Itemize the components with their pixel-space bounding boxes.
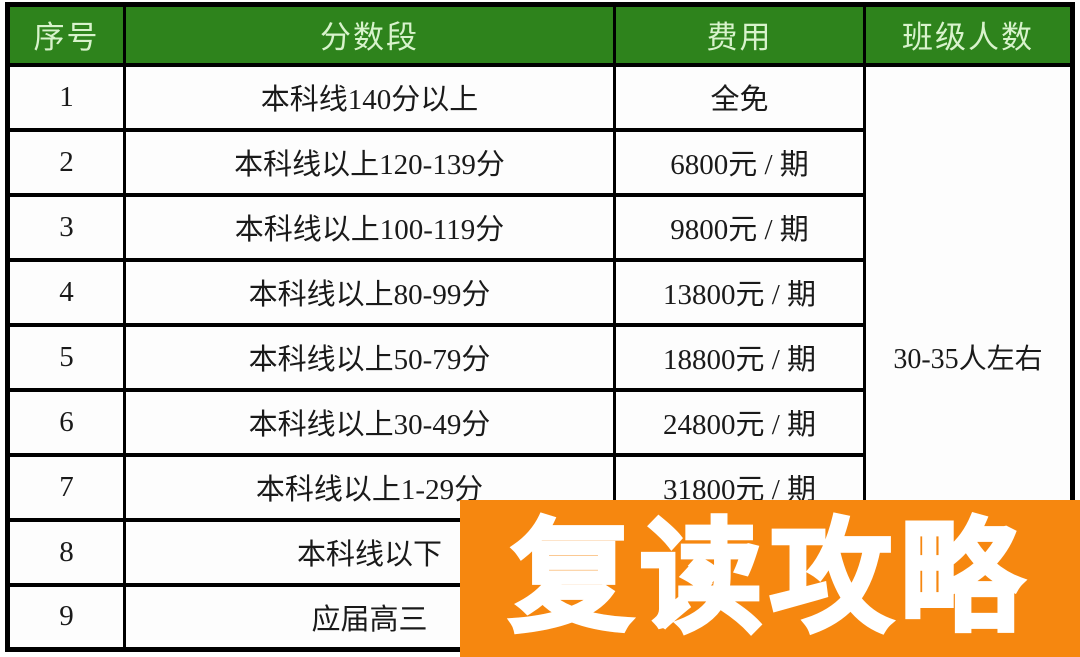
fee-value: 24800元 / 期 xyxy=(613,387,866,457)
banner-title: 复读攻略 xyxy=(508,508,1030,648)
header-serial-number: 序号 xyxy=(6,2,126,67)
repeat-strategy-banner: 复读攻略 xyxy=(460,500,1080,657)
row-number: 4 xyxy=(6,257,126,327)
header-fee: 费用 xyxy=(613,2,866,67)
fee-value: 13800元 / 期 xyxy=(613,257,866,327)
table-row: 4 本科线以上80-99分 13800元 / 期 xyxy=(6,257,1073,327)
row-number: 3 xyxy=(6,192,126,262)
score-range: 本科线以上80-99分 xyxy=(123,257,616,327)
fee-value: 18800元 / 期 xyxy=(613,322,866,392)
row-number: 9 xyxy=(6,582,126,652)
header-class-size: 班级人数 xyxy=(863,2,1074,67)
score-range: 本科线以上120-139分 xyxy=(123,127,616,197)
table-row: 5 本科线以上50-79分 18800元 / 期 xyxy=(6,322,1073,392)
score-range: 本科线以上30-49分 xyxy=(123,387,616,457)
table-row: 2 本科线以上120-139分 6800元 / 期 xyxy=(6,127,1073,197)
table-row: 6 本科线以上30-49分 24800元 / 期 xyxy=(6,387,1073,457)
row-number: 5 xyxy=(6,322,126,392)
row-number: 7 xyxy=(6,452,126,522)
score-range: 本科线140分以上 xyxy=(123,62,616,132)
row-number: 2 xyxy=(6,127,126,197)
row-number: 1 xyxy=(6,62,126,132)
row-number: 6 xyxy=(6,387,126,457)
fee-value: 9800元 / 期 xyxy=(613,192,866,262)
table-row: 3 本科线以上100-119分 9800元 / 期 xyxy=(6,192,1073,262)
score-range: 本科线以上100-119分 xyxy=(123,192,616,262)
table-row: 1 本科线140分以上 全免 30-35人左右 xyxy=(6,62,1074,652)
score-range: 本科线以上50-79分 xyxy=(123,322,616,392)
table-header-row: 序号 分数段 费用 班级人数 xyxy=(6,2,1074,67)
fee-value: 6800元 / 期 xyxy=(613,127,866,197)
fee-value: 全免 xyxy=(613,62,866,132)
header-score-range: 分数段 xyxy=(123,2,616,67)
row-number: 8 xyxy=(6,517,126,587)
